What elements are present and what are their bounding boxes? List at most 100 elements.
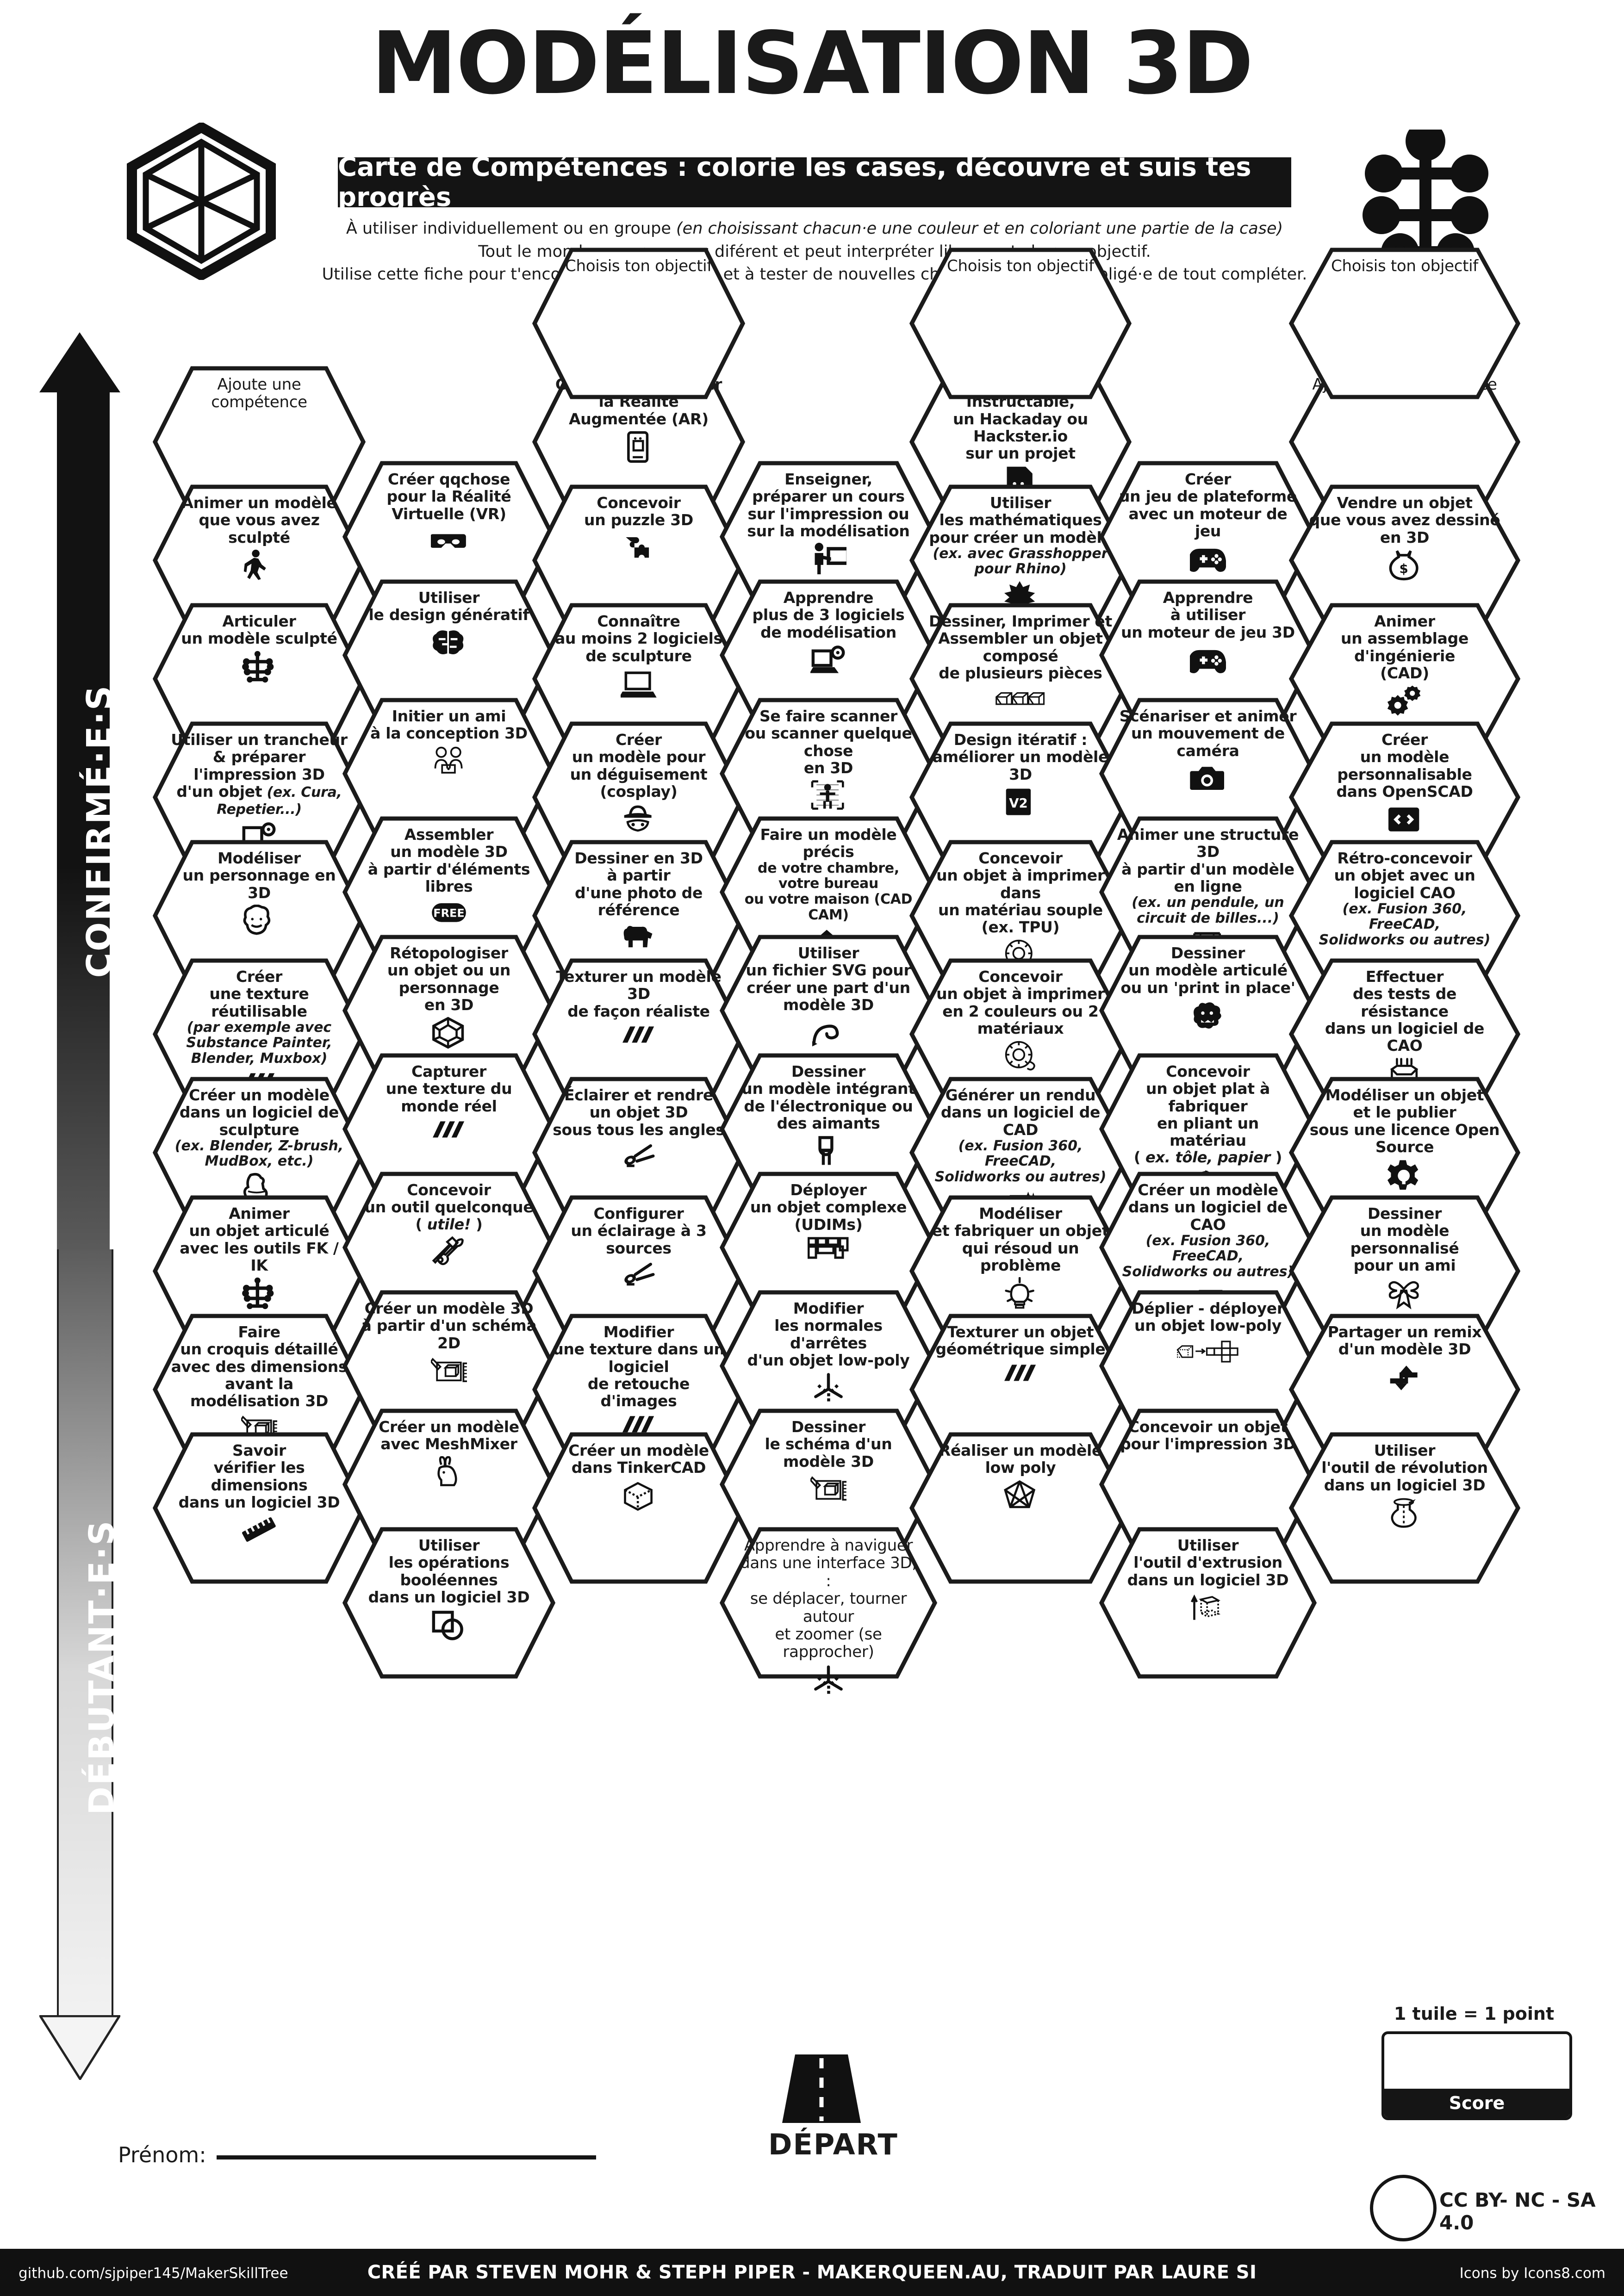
prenom-input-rule[interactable] (216, 2155, 596, 2159)
skill-hex-tile[interactable]: Créer un modèle dans TinkerCAD (532, 1432, 745, 1584)
skill-tile-label: Choisis ton objectif (1331, 257, 1478, 275)
intro-paragraph: À utiliser individuellement ou en groupe… (278, 217, 1351, 286)
skill-hex-tile[interactable]: Concevoir un objet à imprimer en 2 couleur… (909, 958, 1132, 1111)
skill-tile-label: Dessiner un modèle personnalisé pour un am… (1350, 1204, 1459, 1274)
skill-hex-tile[interactable]: Utiliser le design génératif (342, 579, 555, 732)
skill-hex-tile[interactable]: Réaliser un modèle low poly (909, 1432, 1132, 1584)
skill-tile-label: Modifier une texture dans un logiciel de r… (553, 1323, 725, 1410)
skill-hex-tile[interactable]: Utiliser l'outil d'extrusion dans un logic… (1099, 1527, 1317, 1679)
money-bag-icon: $ (1387, 549, 1423, 582)
skill-hex-tile[interactable]: Modifier les normales d'arrêtes d'un objet… (720, 1290, 937, 1442)
skill-hex-tile[interactable]: Dessiner un modèle intégrant de l'électron… (720, 1053, 937, 1205)
skill-tile-label: Utiliser un fichier SVG pour créer une par… (746, 944, 911, 1014)
skill-hex-tile[interactable]: Scénariser et animer un mouvement de camé… (1099, 697, 1317, 850)
skill-tile-label: Utiliser le design génératif (368, 589, 529, 624)
skill-tile-label: Assembler un modèle 3D à partir d'éléments… (367, 825, 530, 895)
skill-hex-tile[interactable]: Enseigner, préparer un cours sur l'impress… (720, 460, 937, 613)
skill-hex-tile[interactable]: Concevoir un objet pour l'impression 3D (1099, 1408, 1317, 1561)
skill-hex-tile[interactable]: Rétopologiser un objet ou un personnage en… (342, 934, 555, 1087)
walking-person-icon (241, 549, 277, 582)
skill-tile-label: Dessiner un modèle articulé ou un 'print i… (1120, 944, 1295, 997)
skill-hex-tile[interactable]: Utiliser un fichier SVG pour créer une par… (720, 934, 937, 1087)
skill-tile-label: Rétro-concevoir un objet avec un logiciel… (1334, 849, 1475, 902)
name-field-row[interactable]: Prénom: (118, 2142, 596, 2167)
skill-hex-tile[interactable]: Déplier - déployer un objet low-poly (1099, 1290, 1317, 1442)
skill-tile-label: Créer un modèle dans TinkerCAD (568, 1441, 709, 1477)
vr-goggles-icon (430, 526, 467, 558)
led-icon (810, 1135, 846, 1167)
skill-tile-label: Choisis ton objectif (947, 257, 1094, 275)
beginner-level-arrow: DÉBUTANT·E·S (39, 1249, 122, 2082)
skill-tile-label: Articuler un modèle sculpté (181, 612, 337, 648)
revolve-vase-icon (1387, 1497, 1423, 1529)
skill-hex-tile[interactable]: Faire un modèle précis de votre chambre, … (720, 816, 937, 968)
skill-hex-tile[interactable]: Apprendre à naviguer dans une interface 3… (720, 1527, 937, 1694)
skill-tile-label: Configurer un éclairage à 3 sources (571, 1204, 707, 1257)
skill-hex-tile[interactable]: Animer un modèle que vous avez sculpté (153, 484, 366, 637)
skill-hex-tile[interactable]: Capturer une texture du monde réel (342, 1053, 555, 1205)
skill-hex-tile[interactable]: Apprendre plus de 3 logiciels de modélisat… (720, 579, 937, 732)
skill-hex-tile[interactable]: Concevoir un objet plat à fabriquer en pli… (1099, 1053, 1317, 1205)
skill-tile-label: Générer un rendu dans un logiciel de CAD (940, 1086, 1101, 1139)
skill-hex-tile[interactable]: Dessiner, Imprimer et Assembler un objet … (909, 602, 1132, 755)
skill-hex-tile[interactable]: Modéliser et fabriquer un objet qui résoud… (909, 1195, 1132, 1347)
wireframe-hexagon-logo-icon (127, 123, 276, 280)
skill-hex-tile[interactable]: Utiliser les opérations booléennes dans un… (342, 1527, 555, 1679)
skill-hex-tile[interactable]: Rétro-concevoir un objet avec un logiciel… (1289, 839, 1520, 992)
skill-hex-tile[interactable]: Créer une texture réutilisable (par exempl… (153, 958, 366, 1111)
skill-tile-label: Concevoir un objet à imprimer en 2 couleur… (936, 968, 1105, 1037)
intro-line3: Utilise cette fiche pour t'encourager à … (322, 265, 1307, 284)
skill-tile-label: Modéliser un personnage en 3D (182, 849, 336, 902)
skill-tile-label: Créer qqchose pour la Réalité Virtuelle (… (386, 470, 511, 523)
skill-hex-tile[interactable]: Savoir vérifier les dimensions dans un log… (153, 1432, 366, 1584)
skill-tile-label: Apprendre à utiliser un moteur de jeu 3D (1121, 589, 1295, 641)
page-title: MODÉLISATION 3D (371, 13, 1253, 113)
skill-tile-label: Créer un jeu de plateforme avec un moteur … (1119, 470, 1297, 540)
skill-hex-tile[interactable]: Dessiner le schéma d'un modèle 3D (720, 1408, 937, 1561)
skill-hex-tile[interactable]: Créer un modèle dans un logiciel de sculp… (153, 1076, 366, 1229)
skill-tile-label: Créer un modèle personnalisable dans OpenS… (1336, 731, 1473, 800)
skill-hex-tile[interactable]: Animer une structure 3D à partir d'un mod… (1099, 816, 1317, 968)
skill-hex-tile[interactable]: Concevoir un objet à imprimer dans un maté… (909, 839, 1132, 992)
footer-link[interactable]: github.com/sjpiper145/MakerSkillTree (19, 2265, 288, 2282)
skill-hex-tile[interactable]: Générer un rendu dans un logiciel de CAD(… (909, 1076, 1132, 1229)
ruler-icon (241, 1514, 277, 1546)
skill-hex-tile[interactable]: Animer un assemblage d'ingénierie (CAD) (1289, 602, 1520, 755)
teacher-board-icon (810, 543, 850, 575)
extrude-icon (1190, 1592, 1226, 1624)
code-icon (1387, 803, 1423, 836)
skill-tile-label: Dessiner un modèle intégrant de l'électron… (741, 1062, 915, 1132)
column-header-hex[interactable]: Choisis ton objectif (909, 247, 1132, 400)
skill-tile-label: Créer une texture réutilisable (209, 968, 309, 1020)
skill-hex-tile[interactable]: Dessiner en 3D à partir d'une photo de réf… (532, 839, 745, 992)
skill-hex-tile[interactable]: Connaître au moins 2 logiciels de sculptur… (532, 602, 745, 755)
svg-text:V2: V2 (1009, 795, 1028, 811)
skill-hex-tile[interactable]: Utiliser l'outil de révolution dans un log… (1289, 1432, 1520, 1584)
skill-tile-label: Ajoute une compétence (211, 375, 307, 412)
skill-hex-tile[interactable]: Créer un modèle pour un déguisement (cospl… (532, 721, 745, 874)
skill-hex-tile[interactable]: Configurer un éclairage à 3 sources (532, 1195, 745, 1347)
skill-hex-tile[interactable]: Éclairer et rendre un objet 3D sous tous l… (532, 1076, 745, 1229)
skill-tile-label: Modéliser et fabriquer un objet qui résoud… (932, 1204, 1109, 1274)
skill-hex-tile[interactable]: Créer un modèle personnalisable dans OpenS… (1289, 721, 1520, 874)
score-box[interactable]: Score (1381, 2031, 1572, 2120)
skill-hex-tile[interactable]: Faire un croquis détaillé avec des dimensi… (153, 1313, 366, 1466)
skill-hex-tile[interactable]: Créer un modèle avec MeshMixer (342, 1408, 555, 1561)
skill-tile-label: Apprendre plus de 3 logiciels de modélisat… (752, 589, 905, 641)
skill-hex-tile[interactable]: Se faire scanner ou scanner quelque chose… (720, 697, 937, 850)
skill-hex-tile[interactable]: Concevoir un outil quelconque( utile! ) (342, 1171, 555, 1324)
skill-tile-label: Concevoir un objet plat à fabriquer en pli… (1146, 1062, 1270, 1150)
sculpture-bust-icon (241, 1173, 277, 1205)
gift-bow-icon (1387, 1277, 1423, 1309)
skill-tile-example-note: (ex. Fusion 360, FreeCAD, Solidworks ou a… (1122, 1232, 1294, 1280)
column-header-hex[interactable]: Choisis ton objectif (532, 247, 745, 400)
skill-hex-tile[interactable]: Apprendre à utiliser un moteur de jeu 3D (1099, 579, 1317, 732)
skill-hex-tile[interactable]: Assembler un modèle 3D à partir d'éléments… (342, 816, 555, 968)
skill-hex-tile[interactable]: Créer un modèle dans un logiciel de CAO (e… (1099, 1171, 1317, 1324)
arrow-shaft-up (57, 387, 110, 1258)
skill-hex-tile[interactable]: Partager un remix d'un modèle 3D (1289, 1313, 1520, 1466)
skill-hex-tile[interactable]: Utiliser un trancheur & préparer l'impres… (153, 721, 366, 874)
column-header-hex[interactable]: Choisis ton objectif (1289, 247, 1520, 400)
footer-credit: CRÉÉ PAR STEVEN MOHR & STEPH PIPER - MAK… (367, 2262, 1257, 2283)
skill-tile-label: Connaître au moins 2 logiciels de sculptur… (555, 612, 722, 665)
